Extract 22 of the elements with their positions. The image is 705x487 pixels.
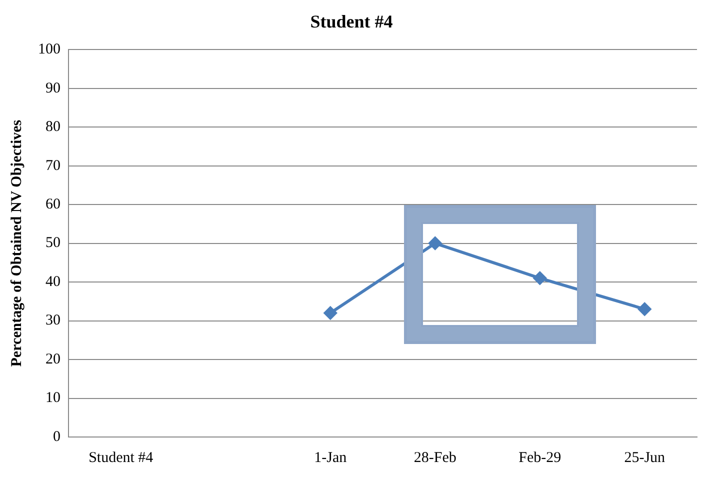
y-tick-label: 100	[38, 42, 60, 58]
y-tick-label: 90	[46, 80, 60, 96]
y-tick-label: 80	[46, 119, 60, 136]
x-tick-label: 25-Jun	[624, 450, 666, 466]
point	[324, 306, 337, 320]
y-tick-label: 50	[46, 235, 60, 252]
y-tick-label: 60	[46, 196, 60, 212]
point	[533, 272, 546, 285]
y-tick-label: 70	[46, 158, 60, 174]
x-tick-label: 1-Jan	[314, 450, 348, 466]
y-tick-label: 0	[53, 428, 60, 445]
point	[428, 236, 442, 250]
x-tick-label: 28-Feb	[414, 450, 456, 466]
chart-title: Student #4	[310, 11, 393, 32]
y-tick-label: 10	[46, 390, 60, 406]
point	[638, 302, 652, 316]
x-tick-label: Student #4	[88, 450, 154, 466]
y-tick-label: 40	[46, 274, 60, 290]
y-tick-label: 20	[46, 351, 60, 368]
y-tick-label: 30	[46, 312, 60, 329]
x-tick-label: Feb-29	[518, 450, 562, 466]
y-axis-title: Percentage of Obtained NV Objectives	[8, 120, 25, 367]
